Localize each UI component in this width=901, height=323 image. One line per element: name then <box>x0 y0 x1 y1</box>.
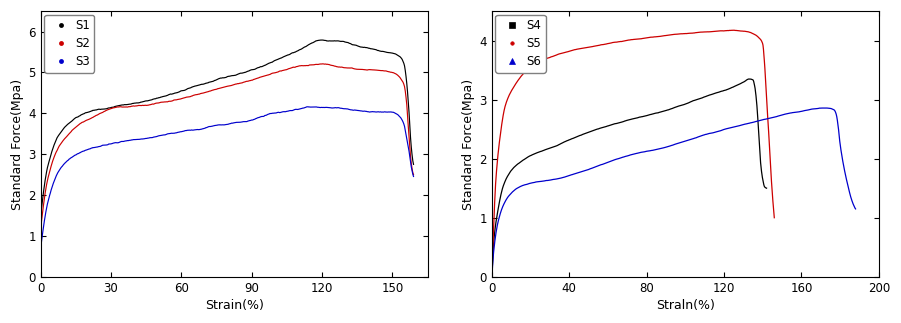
X-axis label: Straln(%): Straln(%) <box>656 299 714 312</box>
Legend: S1, S2, S3: S1, S2, S3 <box>44 15 95 73</box>
Legend: S4, S5, S6: S4, S5, S6 <box>496 15 546 73</box>
X-axis label: Strain(%): Strain(%) <box>205 299 264 312</box>
Y-axis label: Standard Force(Mpa): Standard Force(Mpa) <box>11 78 24 210</box>
Y-axis label: Standard Force(Mpa): Standard Force(Mpa) <box>462 78 476 210</box>
